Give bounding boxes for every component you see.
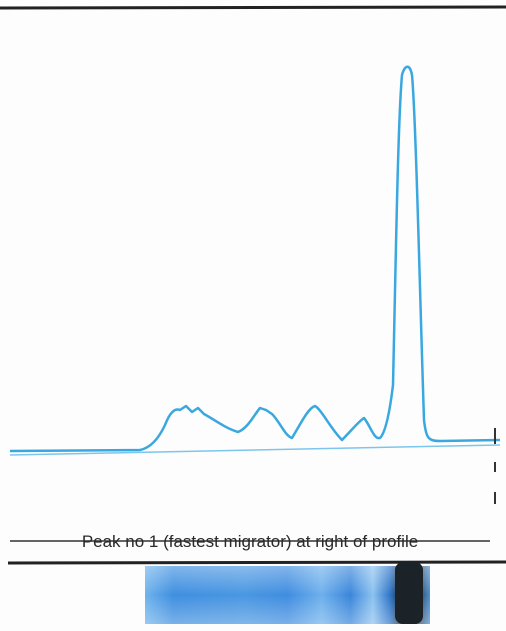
gel-rule bbox=[8, 562, 506, 563]
page: Peak no 1 (fastest migrator) at right of… bbox=[0, 0, 506, 631]
densitometry-trace bbox=[10, 67, 500, 451]
figure: Peak no 1 (fastest migrator) at right of… bbox=[0, 0, 506, 631]
caption: Peak no 1 (fastest migrator) at right of… bbox=[82, 532, 418, 551]
top-rule bbox=[0, 7, 506, 8]
gel-band bbox=[395, 562, 423, 624]
gel-strip-shading bbox=[145, 566, 430, 624]
